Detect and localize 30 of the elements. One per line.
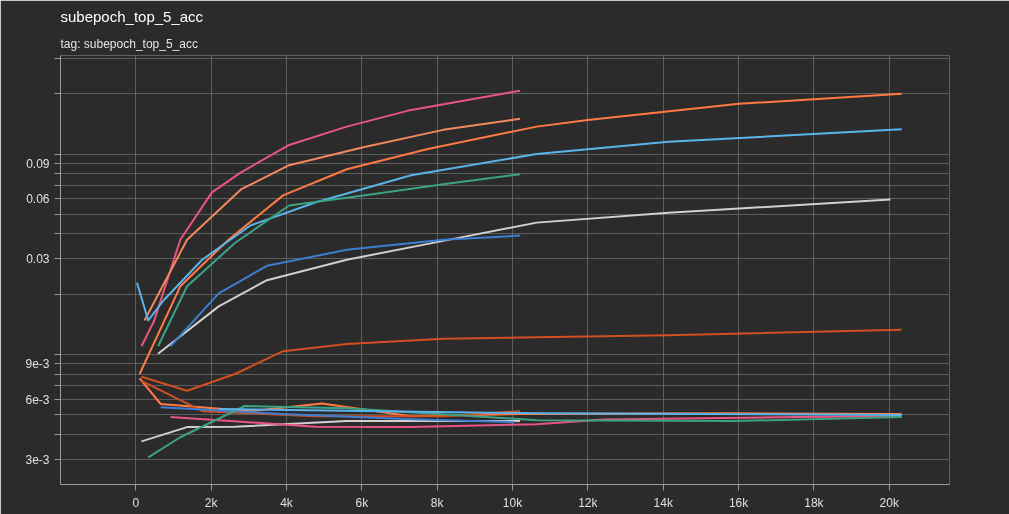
x-tick-label: 2k: [204, 495, 219, 510]
x-tick-label: 14k: [653, 495, 674, 510]
x-tick-label: 12k: [578, 495, 599, 510]
x-tick-label: 4k: [280, 495, 294, 510]
line-series: [159, 406, 516, 424]
x-tick-label: 16k: [728, 495, 750, 510]
x-tick-label: 18k: [804, 495, 825, 510]
y-tick-label: 3e-3: [25, 452, 50, 467]
y-tick-label: 0.09: [26, 156, 50, 171]
line-series: [147, 405, 903, 459]
line-series: [140, 328, 903, 392]
line-series: [169, 234, 522, 348]
x-tick-label: 0: [132, 495, 140, 510]
line-series: [143, 117, 522, 322]
chart-subtitle: tag: subepoch_top_5_acc: [60, 36, 198, 51]
line-series: [138, 92, 903, 376]
y-tick-label: 6e-3: [25, 392, 50, 407]
chart-title: subepoch_top_5_acc: [60, 7, 204, 25]
x-tick-label: 10k: [502, 495, 524, 510]
y-tick-label: 9e-3: [25, 357, 50, 372]
y-tick-label: 0.06: [26, 192, 50, 207]
x-tick-label: 8k: [430, 495, 445, 510]
line-series: [157, 173, 522, 348]
line-series: [140, 89, 522, 348]
line-series: [140, 420, 522, 443]
x-tick-label: 20k: [879, 495, 900, 510]
y-tick-label: 0.03: [26, 252, 50, 267]
line-series: [135, 128, 903, 322]
x-tick-label: 6k: [355, 495, 370, 510]
line-series: [157, 198, 892, 355]
